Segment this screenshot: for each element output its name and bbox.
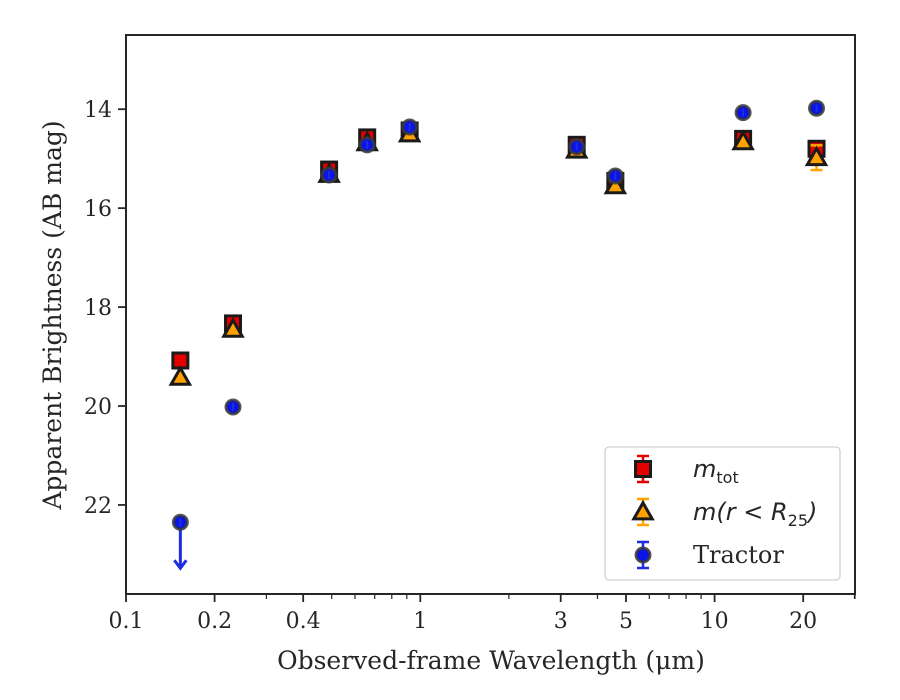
y-tick-label: 14 — [84, 98, 112, 123]
legend-marker-circle — [634, 546, 652, 564]
x-axis-label: Observed-frame Wavelength (μm) — [277, 646, 705, 675]
y-axis: 14 16 18 20 22 — [84, 98, 126, 519]
plot-area — [125, 34, 856, 595]
upper-limit-arrowhead — [173, 559, 188, 571]
legend-label: Tractor — [693, 541, 784, 569]
x-tick-label: 1 — [413, 609, 427, 634]
x-tick-label: 20 — [789, 609, 817, 634]
series-1 — [168, 121, 829, 386]
y-tick-label: 16 — [84, 197, 112, 222]
y-tick-label: 22 — [84, 494, 112, 519]
x-tick-label: 0.4 — [286, 609, 321, 634]
x-tick-label: 5 — [619, 609, 633, 634]
x-tick-label: 0.1 — [109, 609, 144, 634]
series-2 — [171, 99, 826, 571]
x-tick-label: 0.2 — [197, 609, 232, 634]
x-tick-label: 3 — [554, 609, 568, 634]
legend: mtot m(r < R25) Tractor — [604, 446, 841, 581]
y-tick-label: 20 — [84, 395, 112, 420]
y-tick-label: 18 — [84, 296, 112, 321]
legend-marker-square — [634, 460, 652, 478]
x-axis: 0.1 0.2 0.4 1 3 5 10 20 — [109, 594, 856, 634]
legend-label: m(r < R25) — [693, 498, 817, 530]
data-marks — [168, 99, 829, 571]
x-tick-label: 10 — [701, 609, 729, 634]
series-0 — [171, 121, 826, 370]
legend-box — [604, 446, 841, 581]
legend-entry-0: mtot — [634, 454, 739, 487]
legend-marker-triangle — [631, 499, 655, 521]
legend-label: mtot — [693, 455, 739, 487]
y-axis-label: Apparent Brightness (AB mag) — [38, 120, 67, 510]
legend-entry-2: Tractor — [634, 540, 784, 570]
legend-entry-1: m(r < R25) — [631, 497, 817, 530]
